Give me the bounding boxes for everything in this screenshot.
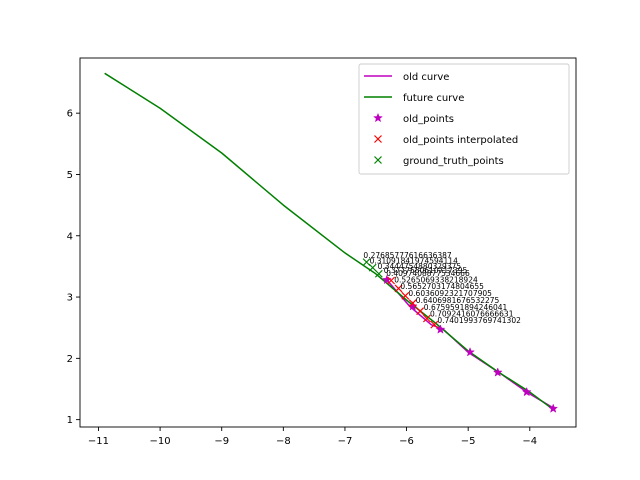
legend-box [358, 63, 570, 175]
x-tick-label: −9 [214, 436, 229, 447]
old-points-interpolated-marker [401, 291, 410, 300]
point-annotation: 0.6406981676532275 [416, 296, 500, 305]
plot-frame [79, 57, 577, 428]
legend-old-points-swatch [373, 112, 383, 123]
future-curve-line [104, 72, 555, 412]
x-tick-label: −4 [522, 436, 537, 447]
y-tick-label: 5 [67, 170, 73, 181]
old-points-interpolated-marker [422, 314, 431, 323]
old-points-interpolated-marker [387, 276, 396, 285]
old-points-marker [465, 347, 475, 357]
old-points-marker [548, 403, 559, 413]
ground-truth-points-marker [374, 269, 383, 278]
point-annotation: 0.5652703174804655 [400, 282, 484, 291]
ground-truth-points-marker [368, 263, 377, 272]
old-points-marker [381, 274, 392, 285]
legend-ground-truth-points-label: ground_truth_points [403, 156, 504, 167]
old-points-marker [492, 367, 503, 377]
point-annotation: 0.31091841974594114 [370, 256, 459, 265]
legend-old-points-interpolated-label: old_points interpolated [403, 135, 518, 146]
point-annotation: 0.27685777616636387 [363, 251, 452, 260]
legend-old-points-interpolated-swatch [374, 135, 382, 143]
point-annotation: 0.3444754880329375 [378, 262, 462, 271]
ground-truth-points-marker [362, 258, 371, 267]
point-annotation: 0.5265069338218924 [394, 275, 478, 284]
point-annotation: 0.7092416076666631 [430, 310, 514, 319]
old-points-interpolated-marker [408, 299, 417, 308]
point-annotation: 0.6036092321707905 [408, 289, 492, 298]
old-points-interpolated-marker [394, 284, 403, 293]
legend: old curve future curve old_points old_point… [358, 63, 570, 175]
point-annotation: 0.4097408877534666 [386, 269, 470, 278]
point-annotation: 0.7401993769741302 [437, 316, 521, 325]
y-tick-label: 2 [67, 354, 73, 365]
old-points-marker [407, 301, 418, 311]
y-tick-label: 6 [67, 109, 73, 120]
old-points-interpolated-marker [416, 307, 425, 316]
x-tick-label: −8 [276, 436, 291, 447]
legend-old-curve-label: old curve [403, 72, 449, 83]
legend-future-curve-label: future curve [403, 93, 464, 104]
x-tick-label: −10 [150, 436, 171, 447]
point-annotation: 0.3777580610717395 [384, 266, 468, 275]
point-annotation: 0.6759591894246041 [424, 303, 508, 312]
y-tick-label: 4 [67, 231, 73, 242]
y-tick-label: 3 [67, 293, 73, 304]
old-points-marker [521, 386, 532, 397]
x-tick-label: −5 [461, 436, 476, 447]
legend-ground-truth-points-swatch [374, 156, 382, 164]
x-tick-label: −11 [88, 436, 109, 447]
y-tick-label: 1 [67, 415, 73, 426]
old-points-interpolated-marker [430, 320, 439, 329]
x-tick-label: −7 [338, 436, 353, 447]
legend-old-points-label: old_points [403, 114, 454, 125]
x-tick-label: −6 [399, 436, 414, 447]
